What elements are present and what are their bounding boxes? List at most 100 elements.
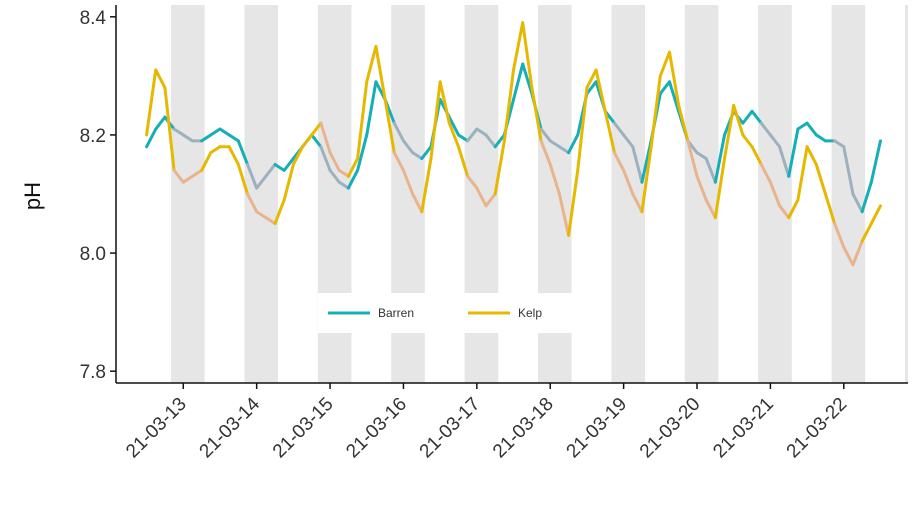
series-barren-segment bbox=[796, 121, 809, 131]
series-kelp-segment bbox=[713, 157, 727, 220]
night-band-10 bbox=[831, 5, 866, 383]
night-band-8 bbox=[684, 5, 719, 383]
series-kelp-segment bbox=[456, 145, 470, 178]
night-band-7 bbox=[611, 5, 646, 383]
x-tick-label: 21-03-20 bbox=[636, 394, 705, 463]
series-barren-segment bbox=[328, 168, 341, 184]
series-barren-segment bbox=[493, 133, 506, 149]
series-barren-segment bbox=[466, 127, 479, 143]
series-barren-segment bbox=[145, 127, 158, 149]
series-lines bbox=[145, 21, 882, 267]
series-kelp-segment bbox=[475, 186, 488, 208]
series-kelp-segment bbox=[154, 68, 167, 90]
night-band-1 bbox=[171, 5, 205, 383]
series-barren-segment bbox=[713, 133, 727, 184]
series-kelp-segment bbox=[603, 109, 616, 155]
legend-label-kelp: Kelp bbox=[518, 306, 542, 320]
series-barren-segment bbox=[631, 145, 644, 184]
series-barren-segment bbox=[842, 145, 855, 196]
series-kelp-segment bbox=[383, 98, 396, 155]
series-barren-segment bbox=[539, 127, 552, 143]
series-kelp-segment bbox=[796, 145, 809, 202]
series-kelp-segment bbox=[539, 139, 552, 166]
series-kelp-segment bbox=[337, 168, 350, 178]
series-kelp-segment bbox=[768, 180, 782, 208]
series-barren-segment bbox=[805, 121, 818, 137]
y-tick-label: 8.0 bbox=[80, 244, 106, 265]
series-kelp-segment bbox=[557, 192, 571, 237]
series-barren-segment bbox=[227, 133, 240, 143]
series-barren-segment bbox=[236, 139, 249, 166]
series-barren-segment bbox=[365, 80, 378, 137]
series-barren-segment bbox=[255, 174, 268, 190]
series-kelp-segment bbox=[172, 168, 185, 184]
series-kelp-segment bbox=[750, 145, 763, 166]
series-kelp-segment bbox=[686, 139, 699, 178]
series-kelp-segment bbox=[264, 216, 277, 226]
series-kelp-segment bbox=[851, 239, 864, 267]
x-tick-label: 21-03-16 bbox=[342, 394, 411, 463]
series-kelp-segment bbox=[401, 168, 415, 196]
series-kelp-segment bbox=[667, 50, 681, 107]
series-kelp-segment bbox=[612, 151, 626, 172]
series-kelp-segment bbox=[814, 162, 827, 196]
y-tick-label: 7.8 bbox=[80, 362, 106, 383]
series-kelp-segment bbox=[346, 157, 360, 178]
series-barren-segment bbox=[612, 121, 626, 137]
x-tick-label: 21-03-14 bbox=[196, 393, 265, 462]
series-barren-segment bbox=[337, 180, 350, 190]
series-kelp-segment bbox=[695, 174, 708, 202]
y-tick-label: 8.2 bbox=[80, 126, 106, 147]
series-kelp-segment bbox=[759, 162, 772, 184]
series-kelp-segment bbox=[530, 86, 543, 143]
series-barren-segment bbox=[768, 133, 782, 149]
x-tick-label: 21-03-13 bbox=[122, 394, 191, 463]
series-kelp-segment bbox=[842, 245, 855, 267]
series-barren-segment bbox=[310, 133, 323, 149]
series-kelp-segment bbox=[447, 121, 460, 149]
x-tick-label: 21-03-21 bbox=[709, 394, 778, 463]
series-barren-segment bbox=[833, 139, 846, 149]
series-kelp-segment bbox=[301, 133, 314, 149]
series-kelp-segment bbox=[521, 21, 534, 90]
series-kelp-segment bbox=[328, 151, 341, 172]
series-barren-segment bbox=[172, 127, 185, 137]
x-tick-label: 21-03-18 bbox=[489, 394, 558, 463]
series-kelp-segment bbox=[365, 44, 378, 84]
night-band-2 bbox=[244, 5, 279, 383]
series-barren-segment bbox=[456, 133, 470, 143]
series-kelp-segment bbox=[778, 204, 791, 220]
series-barren-segment bbox=[787, 127, 800, 178]
series-kelp-segment bbox=[209, 145, 222, 155]
series-barren-segment bbox=[814, 133, 827, 143]
series-kelp-segment bbox=[374, 44, 387, 101]
series-kelp-segment bbox=[255, 210, 268, 220]
x-tick-label: 21-03-19 bbox=[563, 394, 632, 463]
series-barren-segment bbox=[218, 127, 231, 137]
series-kelp-segment bbox=[658, 50, 671, 78]
series-kelp-segment bbox=[438, 80, 451, 125]
series-barren-segment bbox=[273, 162, 286, 172]
series-barren-segment bbox=[420, 145, 433, 161]
y-axis-title: pH bbox=[20, 182, 45, 210]
series-kelp-segment bbox=[429, 80, 442, 161]
series-kelp-segment bbox=[163, 86, 176, 172]
series-barren-segment bbox=[154, 115, 167, 131]
series-barren-segment bbox=[851, 192, 864, 214]
series-kelp-segment bbox=[181, 174, 194, 184]
series-kelp-segment bbox=[200, 151, 213, 172]
series-kelp-segment bbox=[310, 121, 323, 137]
series-barren-segment bbox=[750, 109, 763, 125]
series-barren-segment bbox=[401, 139, 415, 155]
series-kelp-segment bbox=[576, 86, 589, 172]
series-barren-segment bbox=[346, 168, 360, 190]
series-barren-segment bbox=[557, 145, 571, 155]
series-kelp-segment bbox=[631, 192, 644, 214]
series-kelp-segment bbox=[273, 198, 286, 226]
series-barren-segment bbox=[860, 180, 873, 214]
series-barren-segment bbox=[548, 139, 561, 149]
series-kelp-segment bbox=[502, 68, 516, 143]
series-kelp-segment bbox=[622, 168, 635, 196]
series-barren-segment bbox=[319, 145, 332, 172]
series-barren-segment bbox=[484, 133, 497, 149]
